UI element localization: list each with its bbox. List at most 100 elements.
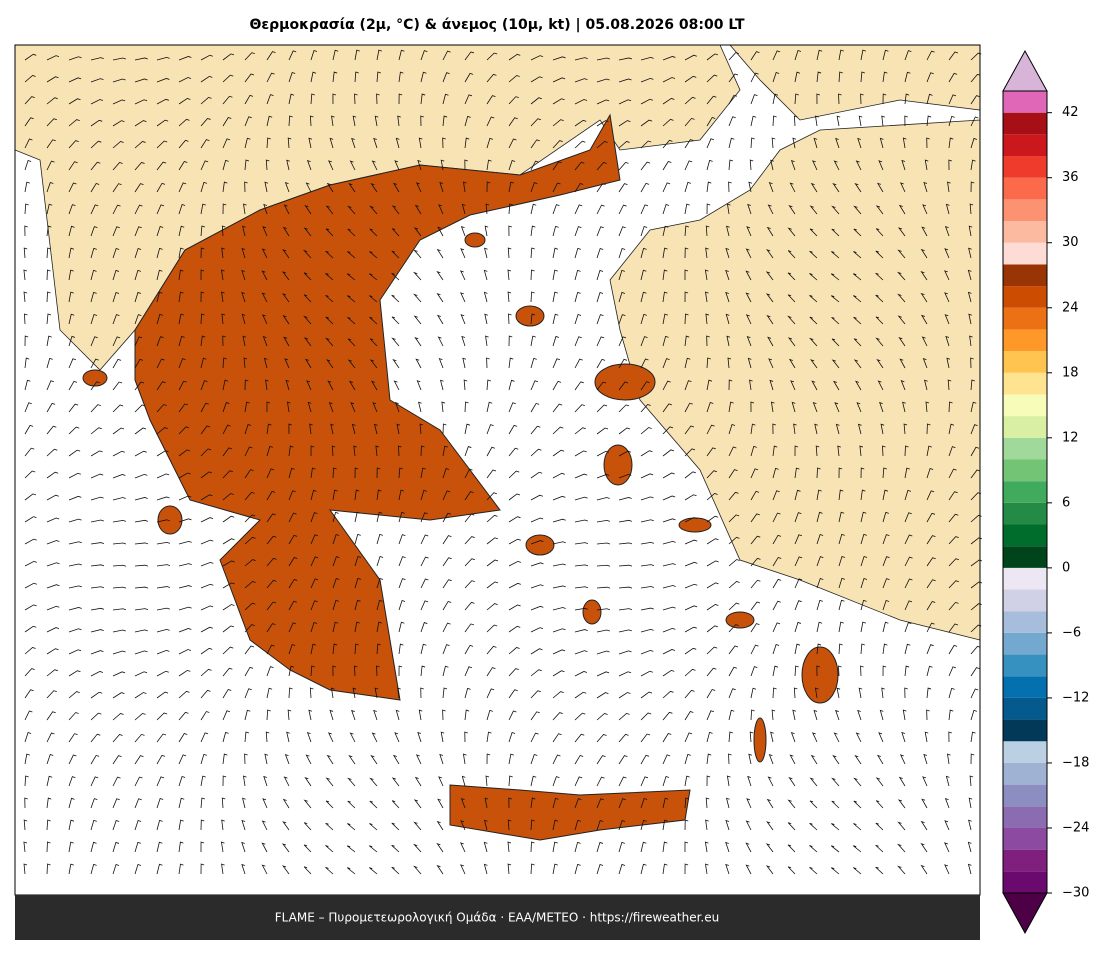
wind-barb (68, 247, 75, 259)
wind-barb (948, 580, 959, 589)
wind-barb (662, 139, 673, 149)
wind-barb (46, 182, 54, 193)
wind-barb (200, 448, 212, 457)
wind-barb (347, 359, 356, 369)
wind-barb (596, 608, 611, 611)
wind-barb (596, 841, 604, 853)
wind-barb (640, 819, 647, 831)
wind-barb (552, 182, 561, 193)
wind-barb (282, 249, 290, 259)
wind-barb (898, 337, 906, 347)
wind-barb (332, 665, 336, 677)
colorbar-segment (1003, 156, 1047, 178)
wind-barb (134, 473, 148, 479)
wind-barb (222, 159, 229, 171)
wind-barb (134, 336, 143, 347)
wind-barb (725, 841, 730, 853)
wind-barb (376, 599, 383, 611)
wind-barb (745, 842, 752, 853)
wind-barb (112, 692, 125, 699)
wind-barb (266, 490, 276, 501)
wind-barb (112, 162, 123, 171)
wind-barb (706, 582, 719, 589)
wind-barb (640, 628, 654, 633)
wind-barb (728, 181, 732, 193)
wind-barb (948, 731, 952, 743)
wind-barb (112, 820, 120, 831)
wind-barb (264, 753, 269, 765)
wind-barb (394, 160, 400, 171)
wind-barb (464, 468, 473, 479)
wind-barb (371, 380, 378, 391)
wind-barb (750, 579, 761, 589)
wind-barb (331, 445, 336, 457)
wind-barb (574, 586, 589, 589)
wind-barb (574, 291, 581, 303)
wind-barb (112, 841, 120, 853)
wind-barb (684, 247, 689, 259)
wind-barb (662, 182, 671, 193)
wind-barb (391, 844, 400, 853)
wind-barb (749, 159, 754, 171)
wind-barb (876, 754, 884, 765)
wind-barb (244, 624, 255, 633)
wind-barb (46, 380, 55, 391)
wind-barb (288, 687, 293, 699)
wind-barb (436, 820, 444, 831)
wind-barb (530, 139, 540, 149)
wind-barb (728, 536, 740, 545)
wind-barb (574, 650, 588, 655)
wind-barb (898, 204, 906, 215)
wind-barb (838, 555, 846, 567)
wind-barb (222, 53, 235, 61)
wind-barb (706, 538, 719, 545)
wind-barb (90, 161, 101, 171)
wind-barb (244, 379, 249, 391)
wind-barb (436, 842, 444, 853)
wind-barb (486, 159, 492, 171)
wind-barb (706, 515, 719, 523)
wind-barb (178, 56, 192, 61)
wind-barb (134, 712, 146, 721)
wind-barb (68, 563, 82, 567)
wind-barb (261, 864, 268, 875)
wind-barb (947, 181, 951, 193)
wind-barb (857, 423, 862, 435)
wind-barb (287, 137, 292, 149)
wind-barb (596, 520, 611, 523)
island (464, 232, 486, 248)
wind-barb (348, 183, 356, 193)
wind-barb (574, 226, 582, 237)
wind-barb (374, 115, 379, 127)
wind-barb (831, 205, 840, 215)
wind-barb (530, 203, 537, 215)
wind-barb (486, 95, 496, 105)
wind-barb (596, 474, 610, 479)
wind-barb (420, 643, 427, 655)
wind-barb (288, 72, 296, 83)
wind-barb (303, 866, 312, 875)
colorbar-segment (1003, 437, 1047, 460)
wind-barb (46, 357, 53, 369)
wind-barb (859, 445, 864, 457)
wind-barb (706, 493, 718, 501)
wind-barb (618, 497, 632, 501)
wind-barb (156, 776, 165, 787)
wind-barb (750, 644, 759, 655)
wind-barb (855, 380, 862, 391)
wind-barb (241, 247, 246, 259)
wind-barb (794, 49, 802, 61)
wind-barb (882, 665, 887, 677)
wind-barb (222, 447, 232, 457)
wind-barb (530, 627, 544, 633)
wind-barb (746, 798, 752, 809)
wind-barb (745, 820, 752, 831)
wind-barb (875, 844, 884, 853)
wind-barb (325, 316, 334, 325)
wind-barb (767, 336, 774, 347)
island (603, 444, 633, 486)
wind-barb (23, 247, 28, 259)
wind-barb (46, 797, 52, 809)
wind-barb (596, 713, 608, 721)
